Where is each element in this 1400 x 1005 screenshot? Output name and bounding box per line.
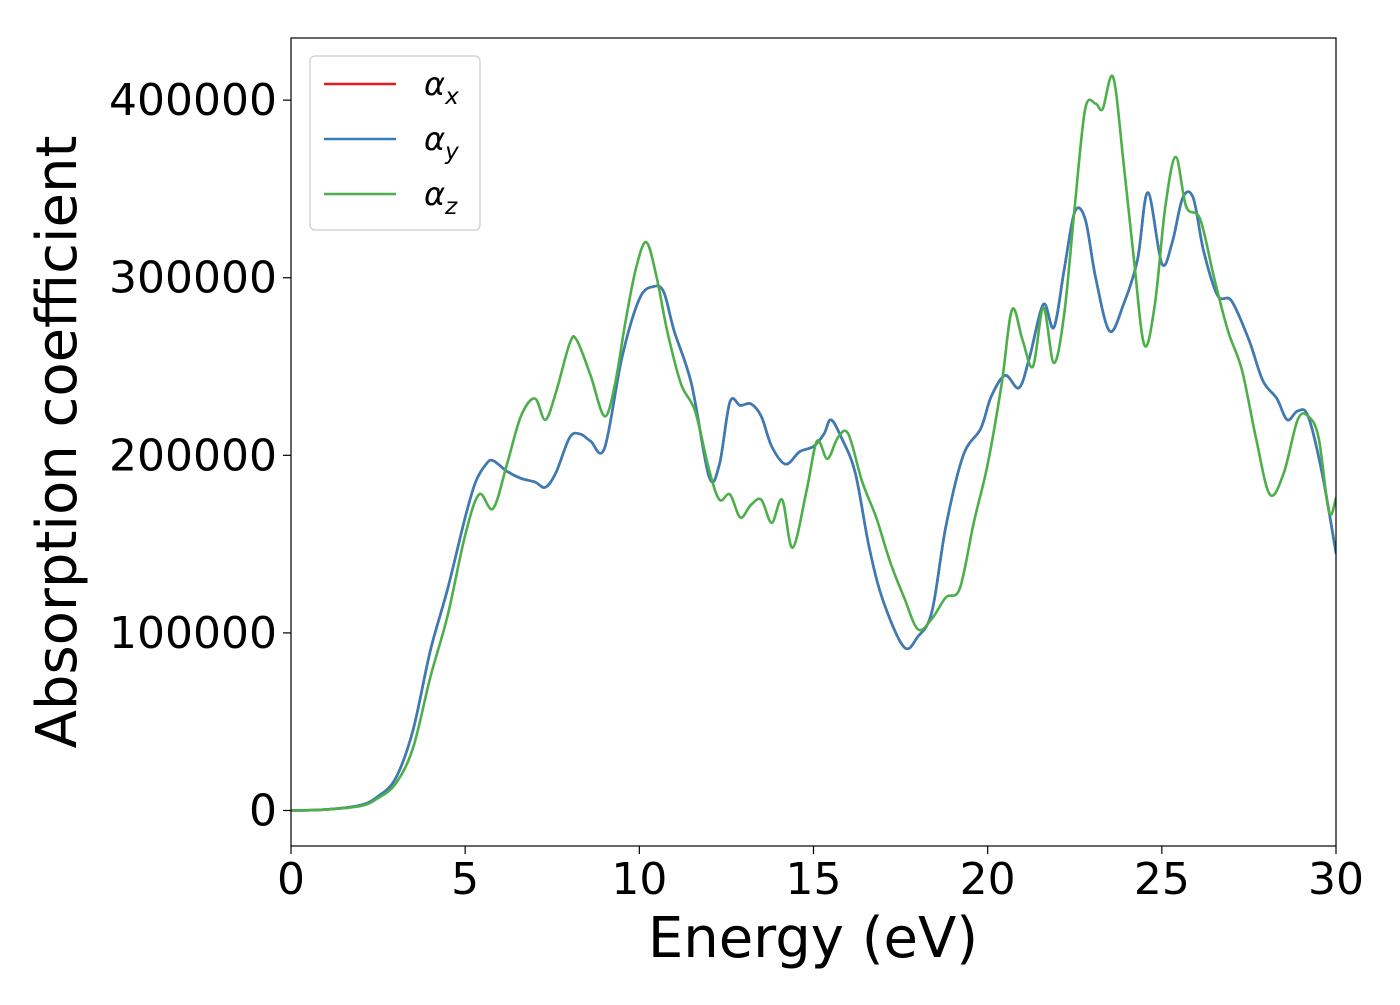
y-tick-label: 400000 — [109, 75, 277, 126]
series-line-alpha-x — [291, 190, 1336, 812]
y-tick-label: 200000 — [109, 430, 277, 481]
legend-label-alpha-x: αx — [424, 65, 459, 110]
x-tick-label: 15 — [786, 854, 842, 905]
y-tick-label: 100000 — [109, 608, 277, 659]
x-tick-label: 0 — [277, 854, 305, 905]
legend: αx αy αz — [309, 55, 481, 231]
x-tick-label: 10 — [611, 854, 667, 905]
x-tick-label: 20 — [960, 854, 1016, 905]
y-tick-label: 0 — [249, 785, 277, 836]
x-tick-label: 30 — [1308, 854, 1364, 905]
y-tick-label: 300000 — [109, 253, 277, 304]
legend-label-alpha-z: αz — [424, 175, 458, 220]
x-tick-label: 25 — [1134, 854, 1190, 905]
series-layer — [291, 74, 1336, 812]
ticks-layer: 0 5 10 15 20 25 30 0 100000 200000 300000 400000 — [109, 75, 1364, 905]
series-line-alpha-y — [291, 190, 1336, 812]
legend-box — [309, 55, 481, 231]
x-tick-label: 5 — [451, 854, 479, 905]
y-axis-title: Absorption coefficient — [25, 136, 90, 749]
legend-label-alpha-y: αy — [424, 120, 459, 165]
series-line-alpha-z — [291, 74, 1336, 812]
x-axis-title: Energy (eV) — [648, 906, 978, 971]
